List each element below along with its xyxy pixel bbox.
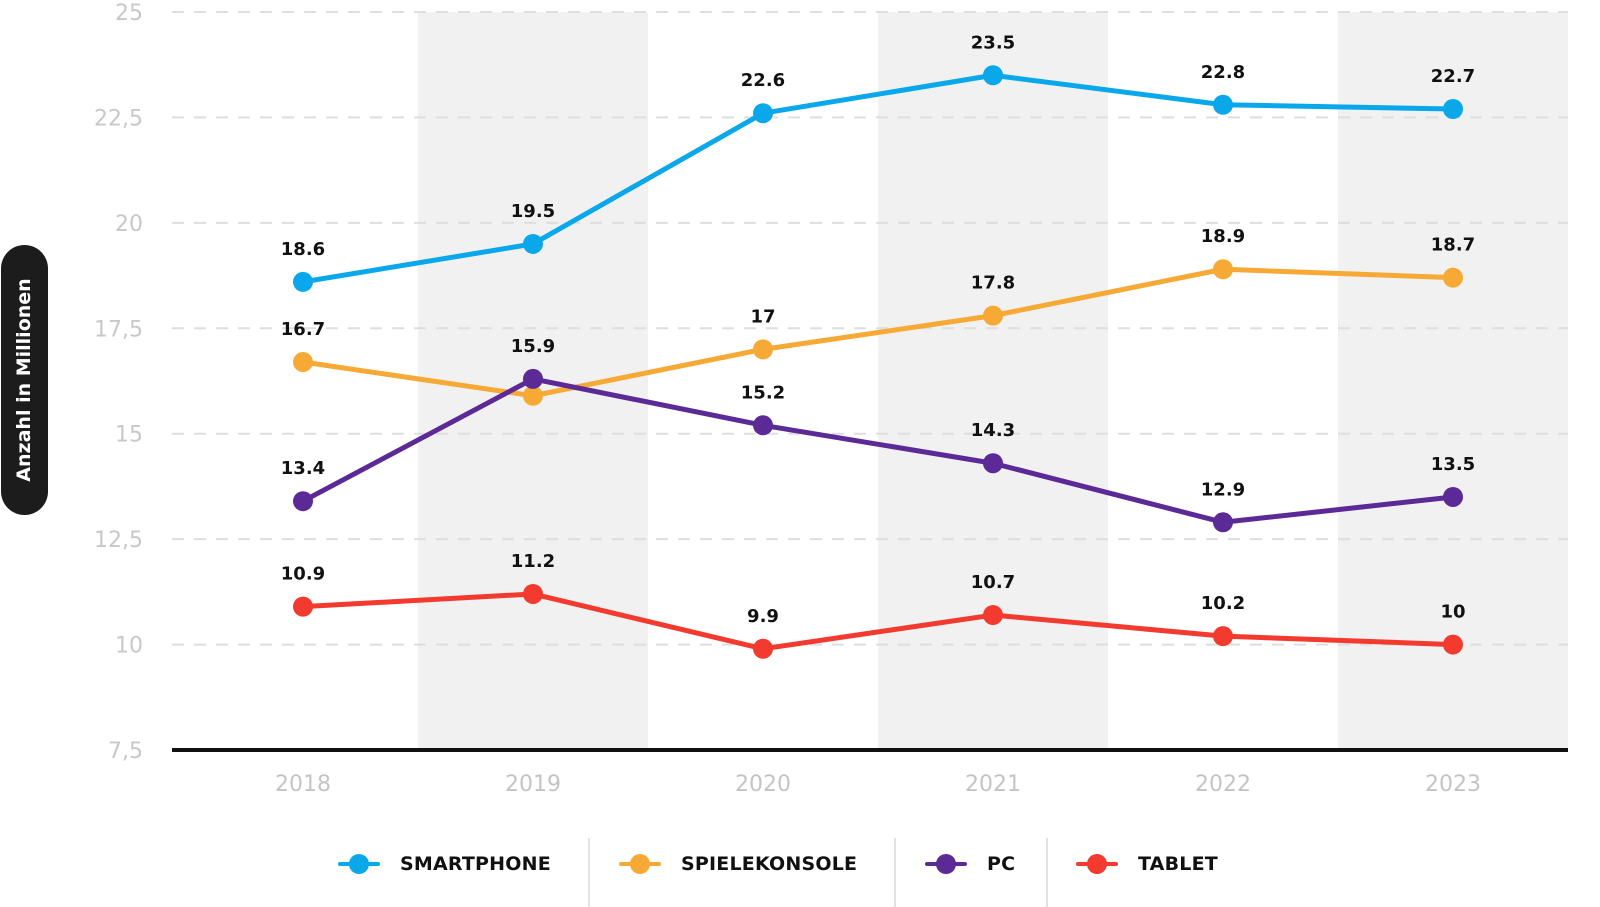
data-point-smartphone (1213, 94, 1233, 115)
data-label-tablet: 10.7 (971, 572, 1015, 593)
data-label-tablet: 10.9 (281, 564, 325, 585)
data-point-smartphone (293, 271, 313, 292)
y-tick-label: 7,5 (108, 739, 143, 764)
data-label-tablet: 9.9 (747, 606, 779, 627)
data-point-spielekonsole (293, 352, 313, 373)
y-axis-ticks: 25 22,5 20 17,5 15 12,5 10 7,5 (94, 1, 143, 764)
y-tick-label: 22,5 (94, 106, 143, 131)
data-point-pc (523, 368, 543, 389)
data-point-spielekonsole (1213, 259, 1233, 280)
legend-item-spielekonsole[interactable]: SPIELEKONSOLE (619, 838, 857, 890)
data-label-tablet: 10 (1440, 602, 1465, 623)
data-label-pc: 13.4 (281, 458, 325, 479)
data-point-tablet (523, 583, 543, 604)
data-point-smartphone (983, 65, 1003, 86)
series-lines (300, 72, 1456, 652)
data-point-tablet (983, 605, 1003, 626)
legend-swatch-spielekonsole (619, 853, 661, 875)
data-point-smartphone (753, 103, 773, 124)
data-labels: 18.6 19.5 22.6 23.5 22.8 22.7 16.7 15.9 17 17.8 18… (281, 32, 1475, 627)
x-tick-label: 2023 (1425, 772, 1481, 797)
data-label-pc: 13.5 (1431, 454, 1475, 475)
data-point-pc (753, 415, 773, 436)
alternating-bands (418, 12, 1568, 750)
series-line-pc (300, 376, 1456, 525)
data-label-spielekonsole: 17.8 (971, 273, 1015, 294)
data-point-spielekonsole (753, 339, 773, 360)
x-axis-ticks: 2018 2019 2020 2021 2022 2023 (275, 772, 1481, 797)
legend: SMARTPHONE SPIELEKONSOLE PC TABLET (0, 838, 1600, 907)
data-label-spielekonsole: 17 (750, 306, 775, 327)
y-tick-label: 25 (115, 1, 143, 26)
series-line-smartphone (300, 72, 1456, 285)
data-label-smartphone: 22.6 (741, 70, 785, 91)
x-tick-label: 2020 (735, 772, 791, 797)
legend-swatch-pc (925, 853, 967, 875)
data-label-tablet: 10.2 (1201, 593, 1245, 614)
data-point-tablet (1443, 634, 1463, 655)
data-point-smartphone (523, 233, 543, 254)
data-point-tablet (1213, 626, 1233, 647)
y-tick-label: 10 (115, 634, 143, 659)
legend-label: PC (987, 853, 1016, 875)
series-points (293, 65, 1463, 659)
legend-swatch-smartphone (338, 853, 380, 875)
legend-divider (894, 838, 896, 907)
legend-item-tablet[interactable]: TABLET (1076, 838, 1218, 890)
y-tick-label: 17,5 (94, 317, 143, 342)
legend-item-smartphone[interactable]: SMARTPHONE (338, 838, 551, 890)
data-label-smartphone: 18.6 (281, 239, 325, 260)
x-tick-label: 2019 (505, 772, 561, 797)
y-axis-label-pill (1, 245, 48, 515)
y-tick-label: 12,5 (94, 528, 143, 553)
y-axis-label: Anzahl in Millionen (13, 278, 35, 482)
data-point-spielekonsole (1443, 267, 1463, 288)
data-point-pc (293, 491, 313, 512)
data-point-smartphone (1443, 98, 1463, 119)
data-point-pc (1213, 512, 1233, 533)
data-label-spielekonsole: 18.7 (1431, 235, 1475, 256)
series-line-tablet (300, 591, 1456, 652)
legend-label: TABLET (1138, 853, 1218, 875)
x-tick-label: 2022 (1195, 772, 1251, 797)
data-label-smartphone: 19.5 (511, 201, 555, 222)
data-label-tablet: 11.2 (511, 551, 555, 572)
x-tick-label: 2021 (965, 772, 1021, 797)
data-label-smartphone: 22.8 (1201, 62, 1245, 83)
legend-label: SPIELEKONSOLE (681, 853, 858, 875)
data-label-smartphone: 22.7 (1431, 66, 1475, 87)
legend-item-pc[interactable]: PC (925, 838, 1015, 890)
category-band (1338, 12, 1568, 750)
data-label-pc: 12.9 (1201, 479, 1245, 500)
data-point-pc (983, 453, 1003, 474)
y-tick-label: 20 (115, 212, 143, 237)
data-point-tablet (293, 596, 313, 617)
data-label-pc: 14.3 (971, 420, 1015, 441)
data-point-tablet (753, 638, 773, 659)
series-line-spielekonsole (300, 266, 1456, 399)
line-chart: 25 22,5 20 17,5 15 12,5 10 7,5 2018 2019 2020 2021… (94, 1, 1568, 797)
data-point-spielekonsole (983, 305, 1003, 326)
legend-divider (1046, 838, 1048, 907)
data-label-spielekonsole: 15.9 (511, 336, 555, 357)
x-tick-label: 2018 (275, 772, 331, 797)
y-tick-label: 15 (115, 423, 143, 448)
category-band (878, 12, 1108, 750)
data-label-spielekonsole: 16.7 (281, 319, 325, 340)
legend-divider (588, 838, 590, 907)
data-label-smartphone: 23.5 (971, 32, 1015, 53)
legend-label: SMARTPHONE (400, 853, 551, 875)
legend-swatch-tablet (1076, 853, 1118, 875)
data-label-pc: 15.2 (741, 382, 785, 403)
data-point-spielekonsole (523, 385, 543, 406)
data-label-spielekonsole: 18.9 (1201, 226, 1245, 247)
data-point-pc (1443, 486, 1463, 507)
